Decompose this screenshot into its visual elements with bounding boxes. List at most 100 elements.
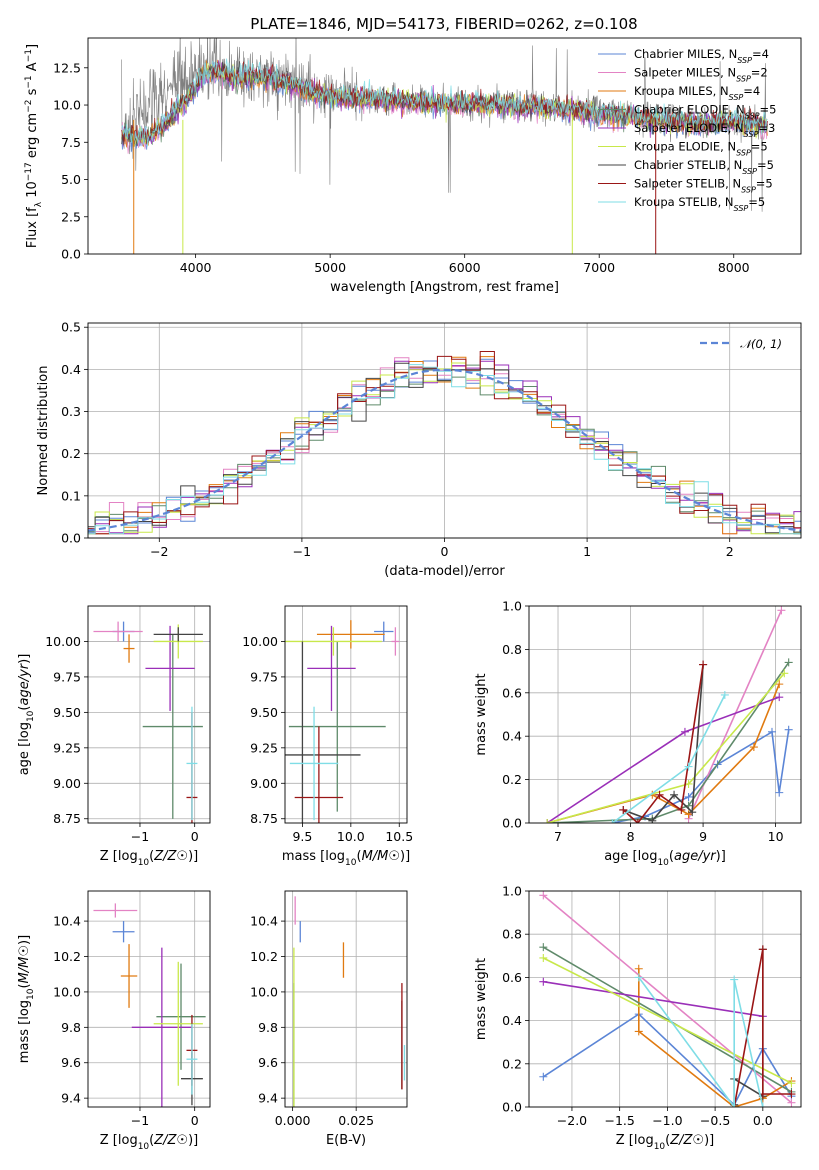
x-tick-label: 8	[627, 829, 635, 844]
weight-marker	[619, 805, 628, 814]
axes-frame	[528, 605, 802, 824]
weight-line-7	[733, 949, 792, 1107]
weight-marker	[684, 762, 693, 771]
residual-histogram-7	[88, 351, 801, 535]
legend-label: Salpeter STELIB, NSSP=5	[634, 177, 773, 195]
model-fit-8	[121, 58, 768, 147]
weight-line-3	[542, 946, 792, 1093]
y-tick-label: 9.8	[61, 1020, 81, 1035]
weight-marker	[648, 816, 657, 823]
weight-line-5	[546, 672, 785, 823]
legend-label: Kroupa STELIB, NSSP=5	[634, 195, 765, 213]
weight-marker	[684, 792, 693, 801]
x-tick-label: 6000	[449, 260, 481, 275]
residual-histogram-1	[88, 357, 801, 535]
weight-line-4	[546, 696, 780, 823]
weight-marker	[775, 693, 784, 702]
errorbar-1	[391, 627, 400, 656]
legend-label: Kroupa MILES, NSSP=4	[634, 84, 760, 102]
y-tick-label: 10.00	[45, 634, 81, 649]
y-tick-label: 0.4	[502, 1013, 522, 1028]
x-tick-label: 10	[768, 829, 784, 844]
axes-age-vs-Z: −1 0 8.75 9.00 9.25 9.50 9.75 10.00 Z [log10(Z/Z…	[17, 605, 211, 868]
errorbar-0	[112, 921, 135, 943]
y-tick-label: 9.75	[53, 669, 81, 684]
plot-area-mass-vs-ebv	[293, 896, 406, 1107]
y-tick-label: 8.75	[53, 811, 81, 826]
legend-label: Kroupa ELODIE, NSSP=5	[634, 140, 768, 158]
x-axis-label: (data-model)/error	[384, 564, 505, 579]
axes-frame	[528, 890, 802, 1108]
weight-marker	[539, 943, 548, 952]
y-tick-label: 10.2	[250, 949, 278, 964]
y-tick-label: 9.00	[250, 776, 278, 791]
axes-mass-vs-Z: −1 0 9.4 9.6 9.8 10.0 10.2 10.4 Z [log10(Z/Z☉)] m…	[17, 890, 211, 1152]
axes-frame	[87, 890, 211, 1108]
x-tick-label: −1.0	[652, 1113, 682, 1128]
axes-spectrum: 4000 5000 6000 7000 8000 0.0 2.5 5.0 7.5 10.0 12.5…	[24, 37, 802, 295]
weight-marker	[730, 975, 739, 984]
y-tick-label: 12.5	[53, 60, 81, 75]
y-tick-label: 9.75	[250, 669, 278, 684]
x-tick-label: 8000	[718, 260, 750, 275]
legend-residuals: 𝒩(0, 1)	[700, 337, 782, 351]
errorbar-2	[316, 620, 385, 649]
y-tick-label: 10.4	[53, 914, 81, 929]
weight-marker	[784, 725, 793, 734]
legend-label: Chabrier ELODIE, NSSP=5	[634, 103, 776, 121]
x-tick-label: 0.000	[275, 1113, 311, 1128]
axes-weight-vs-Z: −2.0 −1.5 −1.0 −0.5 0.0 0.0 0.2 0.4 0.6 0.8 1.0 Z […	[474, 884, 802, 1152]
x-tick-label: −1	[131, 1113, 149, 1128]
weight-marker	[539, 1072, 548, 1081]
y-axis-label: mass weight	[474, 673, 489, 755]
y-axis-label: mass weight	[474, 958, 489, 1040]
weight-marker	[787, 1090, 796, 1099]
weight-marker	[633, 819, 642, 823]
weight-marker	[634, 1027, 643, 1036]
weight-marker	[608, 819, 617, 823]
weight-marker	[775, 680, 784, 689]
axes-frame	[284, 890, 408, 1108]
plot-area-age-vs-Z	[93, 621, 203, 823]
x-tick-label: 7000	[583, 260, 615, 275]
y-tick-label: 10.4	[250, 914, 278, 929]
plot-layer: 4000 5000 6000 7000 80000.02.55.07.510.012.5…	[17, 37, 802, 1152]
weight-marker	[758, 1103, 767, 1107]
plot-area-age-vs-mass	[285, 620, 400, 823]
weight-marker	[767, 727, 776, 736]
y-tick-label: 9.25	[250, 740, 278, 755]
errorbar-7	[294, 726, 344, 823]
y-tick-label: 0.2	[502, 1056, 522, 1071]
weight-marker	[749, 743, 758, 752]
weight-line-5	[542, 957, 792, 1084]
weight-marker	[543, 819, 552, 823]
errorbar-2	[123, 634, 135, 663]
figure-title: PLATE=1846, MJD=54173, FIBERID=0262, z=0…	[250, 15, 637, 33]
y-tick-label: 7.5	[61, 135, 81, 150]
weight-marker	[539, 953, 548, 962]
y-tick-label: 8.75	[250, 811, 278, 826]
axes-frame	[87, 605, 211, 824]
weight-line-2	[638, 968, 792, 1107]
legend-label: Chabrier MILES, NSSP=4	[634, 47, 769, 65]
errorbar-5	[285, 627, 382, 656]
weight-marker	[677, 805, 686, 814]
y-tick-label: 0.0	[61, 531, 81, 546]
y-axis-label: age [log10(age/yr)]	[17, 654, 36, 776]
y-tick-label: 10.00	[242, 634, 278, 649]
weight-marker	[539, 977, 548, 986]
y-tick-label: 0.6	[502, 970, 522, 985]
weight-marker	[699, 660, 708, 669]
weight-line-3	[547, 661, 790, 823]
weight-marker	[680, 727, 689, 736]
weight-line-4	[543, 980, 763, 1018]
weight-marker	[655, 790, 664, 799]
x-axis-label: Z [log10(Z/Z☉)]	[100, 1133, 199, 1152]
errorbar-3	[156, 963, 206, 1070]
errorbar-4	[145, 625, 195, 711]
weight-line-2	[546, 683, 780, 823]
y-axis-label: mass [log10(M/M☉)]	[17, 935, 36, 1063]
y-tick-label: 2.5	[61, 209, 81, 224]
y-tick-label: 10.2	[53, 949, 81, 964]
